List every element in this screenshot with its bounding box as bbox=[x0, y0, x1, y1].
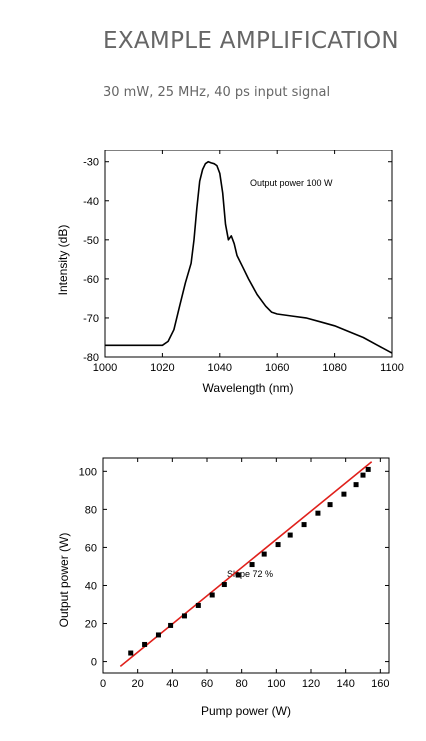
chart2-x-tick-label: 60 bbox=[201, 678, 213, 690]
fit-line bbox=[119, 461, 373, 667]
output-power-chart: Slope 72 % Pump power (W) Output power (… bbox=[57, 457, 390, 718]
chart2-annotation: Slope 72 % bbox=[227, 569, 273, 579]
chart1-x-tick-label: 1000 bbox=[93, 362, 117, 374]
chart2-x-tick-label: 120 bbox=[302, 678, 320, 690]
data-point bbox=[360, 472, 366, 478]
data-point bbox=[249, 562, 255, 568]
chart2-x-tick-label: 100 bbox=[267, 678, 285, 690]
chart2-y-tick-label: 0 bbox=[91, 657, 97, 669]
data-point bbox=[155, 632, 161, 638]
chart1-xlabel: Wavelength (nm) bbox=[203, 381, 294, 395]
chart2-x-tick-label: 0 bbox=[100, 678, 106, 690]
data-point bbox=[327, 502, 333, 508]
chart2-y-tick-label: 80 bbox=[85, 504, 97, 516]
chart1-annotation: Output power 100 W bbox=[250, 178, 333, 188]
chart1-ylabel: Intensity (dB) bbox=[56, 225, 70, 296]
chart2-y-tick-label: 60 bbox=[85, 542, 97, 554]
page-subtitle: 30 mW, 25 MHz, 40 ps input signal bbox=[103, 85, 331, 100]
data-point bbox=[341, 491, 347, 497]
chart2-x-tick-label: 20 bbox=[132, 678, 144, 690]
chart2-x-tick-label: 160 bbox=[371, 678, 389, 690]
data-point bbox=[315, 510, 321, 516]
chart1-x-tick-label: 1080 bbox=[322, 362, 346, 374]
chart2-y-tick-label: 100 bbox=[79, 466, 97, 478]
data-point bbox=[261, 551, 267, 557]
data-point bbox=[128, 650, 134, 656]
data-point bbox=[353, 482, 359, 488]
chart2-y-tick-label: 40 bbox=[85, 580, 97, 592]
chart2-plot-frame bbox=[102, 457, 390, 674]
data-point bbox=[168, 622, 174, 628]
chart2-ylabel: Output power (W) bbox=[57, 533, 71, 628]
chart1-y-tick-label: -70 bbox=[83, 313, 99, 325]
spectrum-chart: Output power 100 W Wavelength (nm) Inten… bbox=[56, 150, 404, 395]
data-point bbox=[275, 542, 281, 548]
chart1-x-tick-label: 1040 bbox=[208, 362, 232, 374]
chart1-x-tick-label: 1100 bbox=[380, 362, 404, 374]
data-point bbox=[365, 466, 371, 472]
data-point bbox=[235, 572, 241, 578]
chart1-y-tick-label: -30 bbox=[83, 157, 99, 169]
page-title: EXAMPLE AMPLIFICATION bbox=[103, 28, 399, 54]
data-point bbox=[301, 522, 307, 528]
chart1-y-tick-label: -60 bbox=[83, 274, 99, 286]
spectrum-line bbox=[105, 160, 393, 354]
chart1-x-tick-label: 1060 bbox=[265, 362, 289, 374]
chart1-y-tick-label: -40 bbox=[83, 196, 99, 208]
chart2-y-tick-label: 20 bbox=[85, 619, 97, 631]
chart2-xlabel: Pump power (W) bbox=[201, 704, 291, 718]
chart2-x-tick-label: 80 bbox=[236, 678, 248, 690]
data-point bbox=[181, 613, 187, 619]
chart2-x-tick-label: 40 bbox=[166, 678, 178, 690]
data-point bbox=[287, 532, 293, 538]
chart1-y-tick-label: -80 bbox=[83, 352, 99, 364]
data-point bbox=[209, 592, 215, 598]
chart1-y-tick-label: -50 bbox=[83, 235, 99, 247]
data-point bbox=[195, 602, 201, 608]
chart2-x-tick-label: 140 bbox=[336, 678, 354, 690]
data-point bbox=[142, 641, 148, 647]
chart1-x-tick-label: 1020 bbox=[150, 362, 174, 374]
data-point bbox=[221, 582, 227, 588]
chart1-plot-frame bbox=[104, 150, 393, 358]
